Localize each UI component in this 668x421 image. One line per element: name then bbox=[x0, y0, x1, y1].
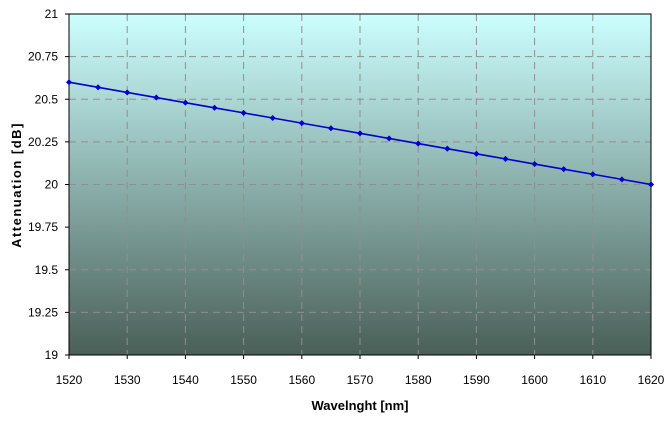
x-tick-label: 1570 bbox=[347, 373, 374, 387]
x-tick-label: 1620 bbox=[638, 373, 665, 387]
y-tick-label: 20 bbox=[45, 178, 59, 192]
data-point bbox=[647, 181, 655, 188]
data-point bbox=[589, 171, 596, 178]
y-tick-label: 20.25 bbox=[28, 135, 58, 149]
y-axis-title: Attenuation [dB] bbox=[9, 122, 24, 248]
data-point bbox=[560, 166, 567, 173]
axis-ticks bbox=[65, 13, 652, 359]
x-axis-title: Wavelnght [nm] bbox=[311, 398, 408, 413]
data-point bbox=[269, 114, 276, 122]
data-point bbox=[94, 84, 102, 91]
y-tick-label: 20.75 bbox=[28, 50, 58, 64]
x-tick-label: 1540 bbox=[172, 373, 199, 387]
data-point bbox=[385, 135, 393, 142]
y-tick-label: 19.5 bbox=[35, 263, 59, 277]
data-point bbox=[211, 104, 218, 111]
y-tick-label: 19.25 bbox=[28, 305, 58, 319]
data-point bbox=[356, 130, 364, 137]
y-tick-label: 19 bbox=[45, 348, 59, 362]
data-point bbox=[618, 176, 626, 183]
x-tick-label: 1530 bbox=[114, 373, 141, 387]
x-tick-label: 1580 bbox=[405, 373, 432, 387]
data-series bbox=[65, 79, 655, 188]
y-axis-tick-labels: 19 19.25 19.5 19.75 20 20.25 20.5 20.75 21 bbox=[28, 7, 58, 362]
data-point bbox=[240, 109, 247, 117]
x-axis-tick-labels: 1520 1530 1540 1550 1560 1570 1580 1590 1600 1610… bbox=[56, 373, 665, 387]
x-tick-label: 1590 bbox=[463, 373, 490, 387]
y-tick-label: 19.75 bbox=[28, 220, 58, 234]
x-tick-label: 1550 bbox=[230, 373, 257, 387]
x-tick-label: 1610 bbox=[579, 373, 606, 387]
data-point bbox=[502, 155, 509, 163]
x-tick-label: 1600 bbox=[521, 373, 548, 387]
data-point bbox=[531, 160, 538, 168]
data-point bbox=[65, 79, 73, 86]
data-point bbox=[327, 125, 335, 132]
data-point bbox=[124, 89, 131, 96]
x-tick-label: 1560 bbox=[288, 373, 315, 387]
data-point bbox=[182, 99, 189, 106]
data-point bbox=[153, 94, 160, 101]
data-point bbox=[473, 150, 480, 157]
y-tick-label: 21 bbox=[45, 7, 59, 21]
data-point bbox=[415, 140, 422, 147]
data-point bbox=[444, 145, 451, 152]
data-point bbox=[298, 119, 305, 127]
x-tick-label: 1520 bbox=[56, 373, 83, 387]
y-tick-label: 20.5 bbox=[35, 92, 59, 106]
